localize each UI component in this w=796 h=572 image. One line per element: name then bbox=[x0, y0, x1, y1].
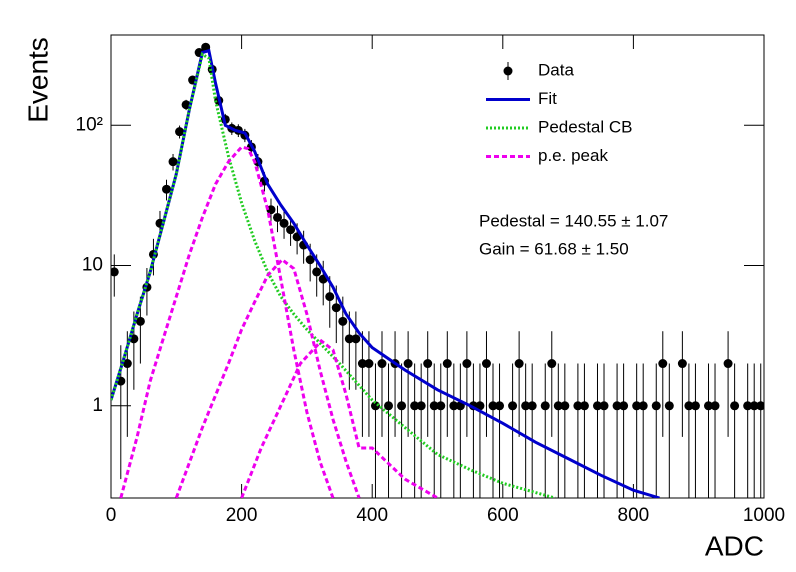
data-point bbox=[286, 225, 296, 235]
data-point bbox=[540, 401, 550, 411]
data-point bbox=[416, 401, 426, 411]
x-tick-label: 200 bbox=[226, 505, 258, 526]
y-axis-label: Events bbox=[22, 37, 53, 123]
data-point bbox=[684, 401, 694, 411]
data-point bbox=[658, 359, 668, 369]
legend-label: p.e. peak bbox=[538, 146, 608, 165]
data-point bbox=[560, 401, 570, 411]
y-tick-label: 10² bbox=[76, 114, 103, 135]
fit-curve bbox=[111, 52, 556, 498]
x-axis-label: ADC bbox=[705, 530, 764, 561]
fit-curve bbox=[240, 338, 439, 498]
data-point bbox=[521, 401, 531, 411]
data-point bbox=[743, 401, 753, 411]
data-point bbox=[756, 401, 764, 411]
data-point bbox=[475, 401, 485, 411]
data-point bbox=[266, 205, 276, 215]
data-point bbox=[730, 401, 740, 411]
data-point bbox=[508, 401, 518, 411]
data-point bbox=[325, 292, 335, 302]
data-point bbox=[638, 401, 648, 411]
data-point bbox=[111, 267, 119, 277]
data-point bbox=[162, 184, 172, 194]
data-point bbox=[338, 316, 348, 326]
data-point bbox=[553, 401, 563, 411]
data-point bbox=[181, 100, 191, 110]
data-point bbox=[612, 401, 622, 411]
data-point bbox=[547, 359, 557, 369]
data-point bbox=[312, 267, 322, 277]
data-point bbox=[364, 359, 374, 369]
data-point bbox=[481, 359, 491, 369]
data-point bbox=[122, 359, 132, 369]
x-tick-label: 1000 bbox=[743, 505, 785, 526]
data-point bbox=[573, 401, 583, 411]
data-point bbox=[175, 127, 185, 137]
data-point bbox=[619, 401, 629, 411]
data-point bbox=[632, 401, 642, 411]
plot-area bbox=[111, 42, 764, 498]
fit-curve bbox=[111, 48, 660, 498]
data-point bbox=[651, 401, 661, 411]
x-tick-label: 800 bbox=[618, 505, 650, 526]
data-point bbox=[273, 212, 283, 222]
fit-curve bbox=[119, 145, 335, 498]
data-point bbox=[410, 401, 420, 411]
frame bbox=[110, 34, 765, 499]
x-tick-label: 0 bbox=[106, 505, 117, 526]
data-point bbox=[723, 359, 733, 369]
x-tick-label: 600 bbox=[487, 505, 519, 526]
fit-curve bbox=[174, 257, 361, 498]
data-point bbox=[703, 401, 713, 411]
y-tick-label: 1 bbox=[92, 395, 103, 416]
data-point bbox=[690, 401, 700, 411]
data-point bbox=[168, 157, 178, 167]
data-point bbox=[403, 359, 413, 369]
legend-label: Pedestal CB bbox=[538, 117, 633, 136]
x-tick-label: 400 bbox=[356, 505, 388, 526]
data-point bbox=[331, 303, 341, 313]
data-point bbox=[397, 401, 407, 411]
data-point bbox=[710, 401, 720, 411]
data-point bbox=[449, 401, 459, 411]
legend-label: Data bbox=[538, 60, 574, 79]
data-point bbox=[462, 359, 472, 369]
data-point bbox=[442, 359, 452, 369]
data-point bbox=[377, 359, 387, 369]
data-point bbox=[514, 359, 524, 369]
data-point bbox=[495, 401, 505, 411]
data-point bbox=[423, 359, 433, 369]
annotation: Pedestal = 140.55 ± 1.07 bbox=[479, 211, 668, 230]
y-tick-label: 10 bbox=[82, 255, 103, 276]
data-point bbox=[357, 359, 367, 369]
data-point bbox=[429, 401, 439, 411]
data-point bbox=[305, 255, 315, 265]
annotation: Gain = 61.68 ± 1.50 bbox=[479, 239, 629, 258]
data-point bbox=[664, 401, 674, 411]
data-point bbox=[579, 401, 589, 411]
data-point bbox=[344, 334, 354, 344]
legend-label: Fit bbox=[538, 89, 557, 108]
data-point bbox=[436, 401, 446, 411]
data-point bbox=[749, 401, 759, 411]
data-point bbox=[527, 401, 537, 411]
legend-marker bbox=[503, 66, 513, 76]
data-point bbox=[279, 218, 289, 228]
data-point bbox=[599, 401, 609, 411]
data-point bbox=[384, 401, 394, 411]
data-point bbox=[677, 359, 687, 369]
data-point bbox=[592, 401, 602, 411]
data-point bbox=[135, 316, 145, 326]
data-point bbox=[351, 334, 361, 344]
data-point bbox=[488, 401, 498, 411]
